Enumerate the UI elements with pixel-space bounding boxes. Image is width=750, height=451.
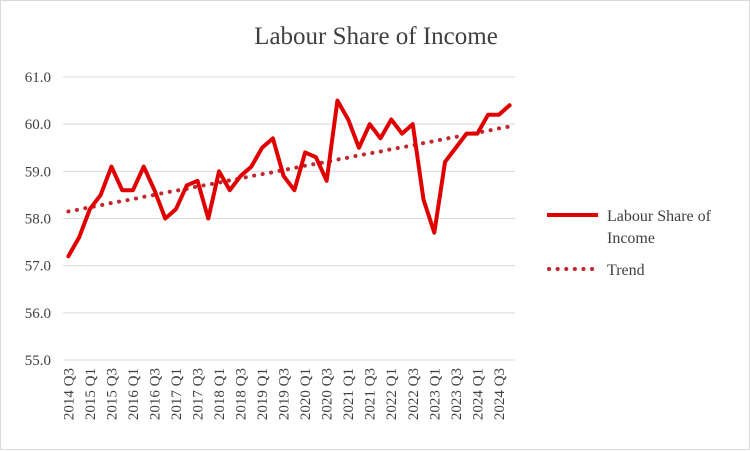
y-tick-label: 57.0 (25, 259, 51, 275)
x-tick-label: 2019 Q1 (255, 368, 271, 420)
x-tick-label: 2022 Q3 (406, 368, 422, 420)
series-lines (66, 98, 512, 259)
x-tick-label: 2021 Q3 (363, 368, 379, 420)
gridlines (63, 76, 515, 361)
chart-title: Labour Share of Income (254, 23, 498, 50)
legend: Labour Share of Income Trend (547, 208, 712, 279)
x-tick-label: 2015 Q3 (104, 368, 120, 420)
x-tick-label: 2018 Q3 (234, 368, 250, 420)
trend-series-line (66, 124, 512, 214)
y-tick-label: 58.0 (25, 212, 51, 228)
x-tick-label: 2023 Q1 (427, 368, 443, 420)
y-tick-label: 61.0 (25, 70, 51, 86)
legend-label-trend: Trend (607, 262, 645, 279)
x-tick-label: 2016 Q1 (126, 368, 142, 420)
x-tick-label: 2022 Q1 (384, 368, 400, 420)
y-tick-label: 59.0 (25, 164, 51, 180)
x-tick-label: 2017 Q1 (169, 368, 185, 420)
labour-share-series-line (66, 98, 512, 259)
legend-label-labour-share: Labour Share of Income (607, 208, 712, 247)
x-tick-label: 2020 Q1 (298, 368, 314, 420)
x-tick-label: 2017 Q3 (191, 368, 207, 420)
x-tick-label: 2023 Q3 (449, 368, 465, 420)
y-tick-label: 56.0 (25, 306, 51, 322)
x-tick-label: 2020 Q3 (320, 368, 336, 420)
x-tick-label: 2016 Q3 (147, 368, 163, 420)
y-axis-ticks: 55.0 56.0 57.0 58.0 59.0 60.0 61.0 (25, 70, 51, 369)
y-tick-label: 55.0 (25, 353, 51, 369)
x-tick-label: 2018 Q1 (212, 368, 228, 420)
x-tick-label: 2021 Q1 (341, 368, 357, 420)
y-tick-label: 60.0 (25, 117, 51, 133)
x-tick-label: 2015 Q1 (83, 368, 99, 420)
x-tick-label: 2024 Q1 (470, 368, 486, 420)
x-tick-label: 2024 Q3 (492, 368, 508, 420)
x-tick-label: 2014 Q3 (61, 368, 77, 420)
x-axis-ticks: 2014 Q3 2015 Q1 2015 Q3 2016 Q1 2016 Q3 2017 … (61, 368, 507, 420)
x-tick-label: 2019 Q3 (277, 368, 293, 420)
